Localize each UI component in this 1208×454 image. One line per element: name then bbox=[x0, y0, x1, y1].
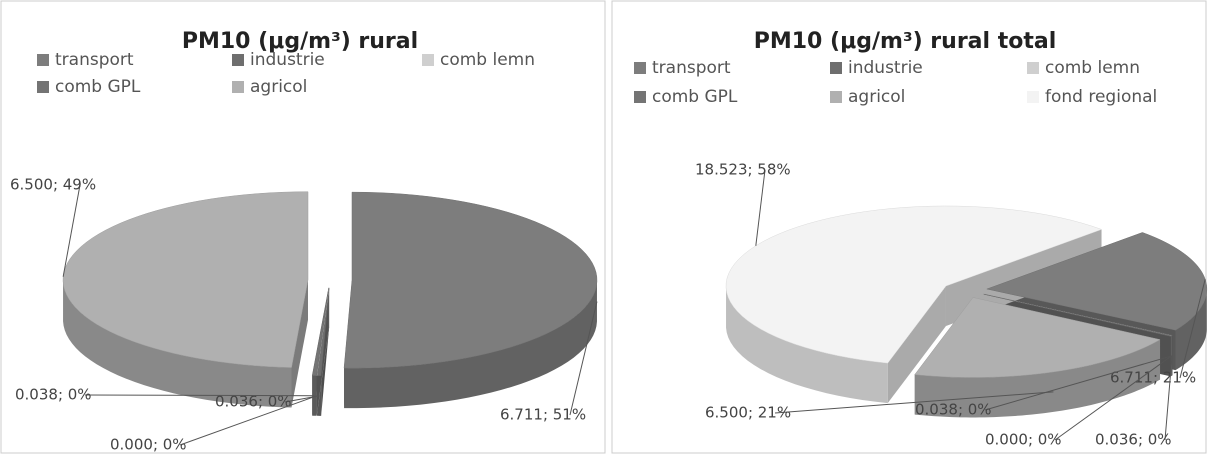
pie-slice bbox=[914, 297, 1161, 378]
slice-wall bbox=[887, 285, 946, 404]
slice-side bbox=[726, 287, 888, 404]
legend-label: agricol bbox=[250, 77, 307, 97]
leader-line bbox=[1054, 355, 1172, 441]
data-label: 0.038; 0% bbox=[915, 401, 992, 419]
leader-line bbox=[1164, 355, 1173, 441]
legend-label: agricol bbox=[848, 87, 905, 107]
pie-slice bbox=[311, 287, 329, 377]
data-label: 6.711; 21% bbox=[1110, 369, 1196, 387]
legend-label: transport bbox=[55, 50, 134, 70]
data-label: 18.523; 58% bbox=[695, 161, 791, 179]
legend-swatch bbox=[634, 62, 646, 74]
pie-slice bbox=[983, 293, 1173, 337]
data-label: 0.036; 0% bbox=[215, 393, 292, 411]
slice-side bbox=[312, 375, 317, 416]
legend-label: industrie bbox=[848, 58, 923, 78]
data-label: 6.500; 21% bbox=[705, 404, 791, 422]
data-label: 6.500; 49% bbox=[10, 176, 96, 194]
legend-swatch bbox=[830, 91, 842, 103]
legend-swatch bbox=[830, 62, 842, 74]
legend-label: industrie bbox=[250, 50, 325, 70]
legend-swatch bbox=[37, 81, 49, 93]
slice-side bbox=[63, 281, 292, 408]
legend-label: comb lemn bbox=[440, 50, 535, 70]
data-label: 0.000; 0% bbox=[985, 431, 1062, 449]
slice-side bbox=[1171, 335, 1173, 376]
legend-swatch bbox=[1027, 91, 1039, 103]
data-label: 0.036; 0% bbox=[1095, 431, 1172, 449]
data-label: 0.000; 0% bbox=[110, 436, 187, 454]
legend-label: comb GPL bbox=[652, 87, 738, 107]
chart-title: PM10 (μg/m³) rural bbox=[182, 29, 418, 54]
leader-line bbox=[62, 184, 81, 277]
chart-title: PM10 (μg/m³) rural total bbox=[754, 29, 1057, 54]
leader-line bbox=[774, 391, 1054, 414]
leader-line bbox=[755, 169, 766, 246]
data-label: 0.038; 0% bbox=[15, 386, 92, 404]
legend-swatch bbox=[422, 54, 434, 66]
slice-wall bbox=[291, 279, 309, 408]
leader-line bbox=[1179, 279, 1206, 379]
legend-swatch bbox=[634, 91, 646, 103]
legend-swatch bbox=[37, 54, 49, 66]
leader-line bbox=[84, 394, 315, 397]
pie-tops bbox=[62, 191, 598, 377]
legend-label: transport bbox=[652, 58, 731, 78]
legend-label: comb lemn bbox=[1045, 58, 1140, 78]
pie-slice bbox=[343, 191, 598, 369]
pie-tops bbox=[725, 205, 1208, 378]
data-label: 6.711; 51% bbox=[500, 406, 586, 424]
slice-side bbox=[344, 281, 597, 409]
slice-side bbox=[1175, 288, 1207, 371]
legend-label: comb GPL bbox=[55, 77, 141, 97]
leader-line bbox=[179, 395, 317, 446]
legend-swatch bbox=[1027, 62, 1039, 74]
legend-swatch bbox=[232, 54, 244, 66]
leader-line bbox=[984, 355, 1172, 411]
leader-line bbox=[569, 301, 598, 416]
legend-swatch bbox=[232, 81, 244, 93]
legend-label: fond regional bbox=[1045, 87, 1157, 107]
